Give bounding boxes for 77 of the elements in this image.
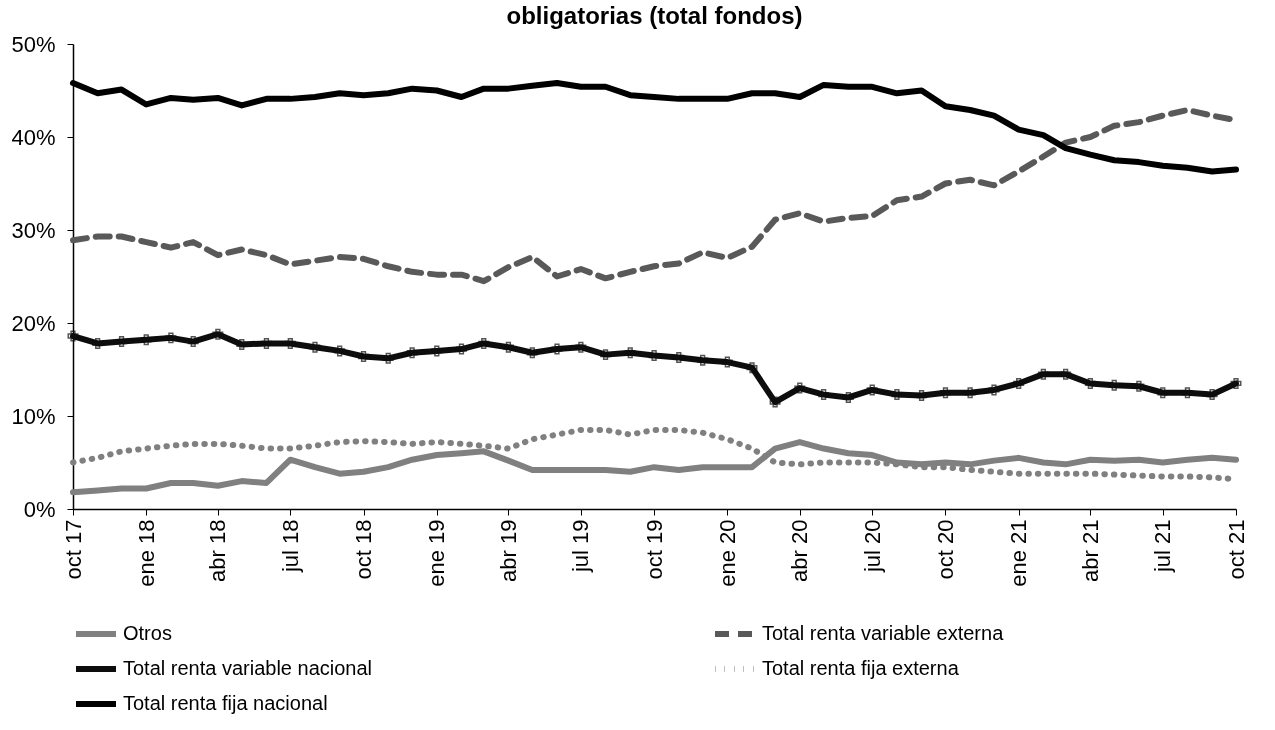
y-tick-label: 0% xyxy=(23,496,56,522)
point xyxy=(842,391,854,403)
point xyxy=(140,334,152,346)
point xyxy=(260,337,272,349)
point xyxy=(794,382,806,394)
legend-label: Total renta variable nacional xyxy=(123,657,373,679)
x-tick-label: ene 21 xyxy=(1006,519,1032,587)
y-tick-label: 50% xyxy=(11,31,56,57)
point xyxy=(648,350,660,362)
x-tick-label: oct 19 xyxy=(641,519,667,580)
x-tick-label: abr 19 xyxy=(495,519,521,582)
point xyxy=(212,328,224,340)
point xyxy=(769,396,781,408)
point xyxy=(478,337,490,349)
point xyxy=(1133,380,1145,392)
point xyxy=(746,362,758,374)
point xyxy=(673,351,685,363)
x-tick-label: jul 21 xyxy=(1150,519,1176,574)
y-tick-label: 20% xyxy=(11,310,56,336)
chart-title: obligatorias (total fondos) xyxy=(506,2,803,29)
point xyxy=(67,330,79,342)
point xyxy=(334,345,346,357)
x-tick-label: jul 20 xyxy=(859,519,885,574)
point xyxy=(502,341,514,353)
point xyxy=(1013,377,1025,389)
legend-label: Total renta fija nacional xyxy=(123,692,328,714)
x-tick-label: oct 18 xyxy=(351,519,377,580)
y-tick-label: 10% xyxy=(11,403,56,429)
point xyxy=(818,389,830,401)
point xyxy=(309,341,321,353)
point xyxy=(866,384,878,396)
point xyxy=(916,390,928,402)
point xyxy=(600,349,612,361)
x-tick-label: jul 18 xyxy=(277,519,303,574)
point xyxy=(1157,387,1169,399)
legend-label: Total renta variable externa xyxy=(762,622,1005,644)
x-tick-label: jul 19 xyxy=(568,519,594,574)
point xyxy=(284,337,296,349)
point xyxy=(551,343,563,355)
point xyxy=(1108,379,1120,391)
x-tick-label: abr 18 xyxy=(205,519,231,582)
point xyxy=(1084,377,1096,389)
point xyxy=(891,389,903,401)
legend-label: Otros xyxy=(123,622,172,644)
point xyxy=(358,350,370,362)
y-tick-label: 30% xyxy=(11,217,56,243)
point xyxy=(455,343,467,355)
x-tick-label: oct 21 xyxy=(1223,519,1249,580)
x-tick-label: oct 17 xyxy=(60,519,86,580)
x-tick-label: ene 18 xyxy=(133,519,159,587)
point xyxy=(1206,389,1218,401)
point xyxy=(1060,368,1072,380)
legend-label: Total renta fija externa xyxy=(762,657,960,679)
x-tick-label: oct 20 xyxy=(932,519,958,580)
point xyxy=(1037,368,1049,380)
point xyxy=(382,352,394,364)
point xyxy=(187,336,199,348)
point xyxy=(1230,377,1242,389)
point xyxy=(165,332,177,344)
point xyxy=(1181,387,1193,399)
point xyxy=(431,345,443,357)
point xyxy=(406,347,418,359)
point xyxy=(939,387,951,399)
x-tick-label: abr 20 xyxy=(787,519,813,582)
point xyxy=(116,336,128,348)
x-tick-label: abr 21 xyxy=(1077,519,1103,582)
point xyxy=(624,347,636,359)
point xyxy=(575,341,587,353)
x-tick-label: ene 20 xyxy=(714,519,740,587)
point xyxy=(964,387,976,399)
x-tick-label: ene 19 xyxy=(424,519,450,587)
point xyxy=(988,384,1000,396)
y-tick-label: 40% xyxy=(11,124,56,150)
point xyxy=(526,347,538,359)
point xyxy=(721,356,733,368)
point xyxy=(697,354,709,366)
point xyxy=(236,338,248,350)
